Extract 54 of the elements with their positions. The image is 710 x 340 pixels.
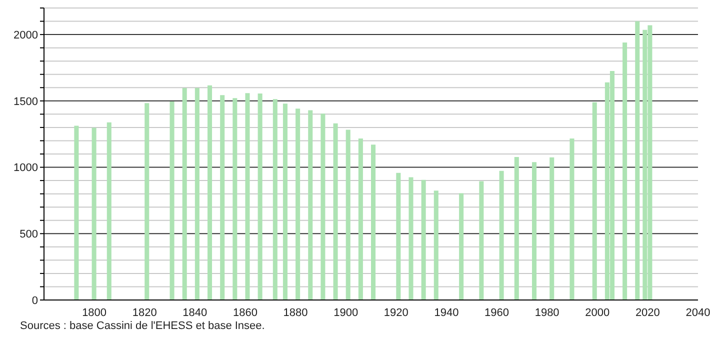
x-tick-label: 1880 (283, 306, 308, 319)
x-tick-label: 2000 (585, 306, 610, 319)
bar (74, 126, 79, 300)
x-tick-label: 1960 (484, 306, 510, 319)
bar (479, 181, 484, 300)
bar (182, 88, 187, 300)
x-tick-label: 1840 (182, 306, 208, 319)
bar (272, 99, 278, 300)
bar (358, 138, 363, 300)
bar (570, 138, 574, 300)
bar (245, 93, 250, 300)
y-tick-label: 2000 (14, 29, 38, 42)
x-tick-label: 1980 (534, 306, 560, 319)
bar (296, 108, 300, 300)
x-tick-label: 1860 (232, 306, 258, 319)
bar (592, 102, 597, 300)
bar (194, 88, 200, 300)
bar (371, 144, 376, 300)
bar (421, 180, 426, 300)
x-tick-label: 2020 (635, 306, 660, 319)
x-tick-label: 1920 (384, 306, 408, 319)
bar (220, 95, 225, 300)
bar (144, 103, 150, 300)
x-tick-label: 1940 (434, 306, 459, 319)
y-tick-label: 0 (32, 294, 38, 307)
bar (170, 101, 174, 300)
bar (514, 157, 519, 300)
bar (408, 177, 414, 300)
bar (320, 114, 326, 300)
bar (499, 170, 504, 300)
bar (346, 130, 350, 300)
bar (208, 85, 212, 300)
x-tick-label: 1800 (82, 306, 107, 319)
x-tick-label: 1820 (132, 306, 157, 319)
bar (258, 93, 262, 300)
bar (396, 172, 401, 300)
bar (622, 42, 628, 300)
y-tick-label: 1500 (14, 96, 38, 108)
source-note: Sources : base Cassini de l'EHESS et base Insee. (20, 320, 266, 332)
bar (635, 21, 640, 300)
bar (333, 123, 338, 300)
bar (282, 104, 288, 300)
bar (308, 110, 313, 300)
bar (434, 190, 438, 300)
bar (92, 128, 96, 300)
bar (459, 193, 464, 300)
bar (232, 98, 238, 300)
y-tick-label: 1000 (14, 162, 38, 174)
x-tick-label: 2040 (686, 306, 710, 319)
y-tick-label: 500 (20, 228, 38, 241)
bar (550, 157, 554, 300)
x-tick-label: 1900 (334, 306, 358, 319)
bar (106, 122, 112, 300)
bar (532, 162, 537, 300)
